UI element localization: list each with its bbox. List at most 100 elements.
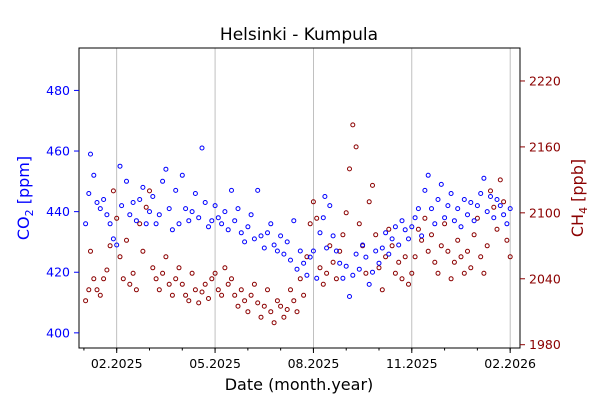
co2-point — [119, 203, 125, 209]
ch4-point — [202, 281, 208, 287]
co2-point — [422, 187, 428, 193]
ch4-point — [91, 276, 97, 282]
co2-point — [268, 221, 274, 227]
co2-point — [360, 242, 366, 248]
ch4-point — [222, 265, 228, 271]
ch4-point — [294, 309, 300, 315]
co2-point — [219, 221, 225, 227]
ch4-point — [425, 248, 431, 254]
ch4-point — [396, 259, 402, 265]
co2-point — [140, 184, 146, 190]
co2-point — [114, 242, 120, 248]
ch4-point — [343, 210, 349, 216]
co2-point — [406, 236, 411, 242]
ch4-point — [156, 287, 162, 293]
co2-point — [245, 224, 251, 230]
co2-point — [366, 281, 372, 287]
ch4-point — [248, 292, 254, 298]
co2-point — [304, 272, 310, 278]
ch4-point — [370, 182, 375, 188]
co2-point — [383, 230, 389, 236]
ch4-point — [379, 287, 385, 293]
ch4-point — [215, 287, 221, 293]
ch4-point — [399, 276, 405, 282]
co2-point — [504, 221, 510, 227]
ch4-point — [307, 221, 313, 227]
co2-point — [494, 197, 500, 202]
ch4-point — [284, 307, 290, 312]
co2-point — [271, 242, 277, 248]
co2-point — [438, 181, 444, 187]
ch4-point — [281, 314, 287, 320]
ch4-point — [415, 226, 421, 232]
co2-point — [83, 221, 89, 227]
co2-point — [435, 197, 441, 202]
co2-point — [265, 230, 270, 236]
ch4-point — [271, 320, 277, 326]
co2-point — [137, 197, 143, 202]
ch4-point — [186, 298, 192, 304]
ch4-point — [88, 248, 93, 254]
co2-point — [484, 209, 490, 215]
co2-point — [425, 172, 431, 178]
ch4-point — [432, 259, 438, 265]
co2-point — [212, 203, 218, 209]
co2-point — [278, 233, 284, 239]
co2-point — [206, 224, 211, 230]
co2-point — [281, 251, 287, 257]
y-axis-left: 400 420 440 460 480 — [46, 83, 79, 340]
co2-point — [451, 218, 457, 224]
co2-point — [373, 248, 379, 254]
ch4-point — [251, 281, 257, 287]
co2-point — [320, 215, 326, 221]
co2-point — [445, 203, 451, 209]
ch4-point — [327, 243, 333, 249]
co2-point — [229, 187, 234, 193]
ch4-point — [356, 221, 362, 227]
ch4-point — [507, 254, 513, 260]
co2-point — [461, 197, 467, 202]
ch4-point — [192, 287, 198, 293]
co2-point — [468, 200, 474, 205]
ch4-point — [468, 265, 474, 271]
ch4-point — [373, 232, 379, 238]
x-axis: 02.2025 05.2025 08.2025 11.2025 02.2026 — [83, 348, 536, 371]
grid-layer — [116, 48, 511, 348]
co2-point — [258, 233, 264, 239]
ch4-point — [392, 270, 398, 276]
ch4-point — [478, 254, 484, 260]
co2-point — [412, 215, 418, 221]
co2-point — [458, 224, 464, 230]
co2-point — [150, 194, 156, 199]
co2-point — [232, 218, 238, 224]
chart-title: Helsinki - Kumpula — [220, 25, 378, 45]
co2-point — [101, 197, 107, 202]
ch4-point — [153, 276, 159, 282]
co2-point — [327, 203, 333, 209]
ch4-point — [160, 270, 166, 276]
ch4-point — [219, 292, 225, 298]
ch4-point — [232, 292, 238, 298]
ch4-point — [465, 248, 470, 254]
ch4-point — [350, 122, 356, 128]
ch4-point — [110, 188, 116, 194]
co2-point — [429, 206, 434, 212]
x-tick-label: 11.2025 — [386, 356, 438, 371]
co2-point — [107, 221, 113, 227]
co2-point — [127, 212, 133, 218]
co2-point — [310, 248, 316, 254]
ch4-point — [333, 276, 339, 282]
y-left-tick-label: 420 — [46, 265, 70, 280]
co2-point — [379, 245, 385, 251]
ch4-point — [481, 270, 487, 276]
co2-point — [497, 203, 503, 209]
co2-point — [478, 191, 484, 196]
ch4-point — [330, 259, 336, 265]
co2-point — [143, 221, 149, 227]
ch4-point — [314, 215, 320, 221]
ch4-point — [422, 215, 428, 221]
co2-point — [199, 145, 205, 151]
ch4-point — [435, 270, 441, 276]
ch4-point — [419, 237, 425, 243]
